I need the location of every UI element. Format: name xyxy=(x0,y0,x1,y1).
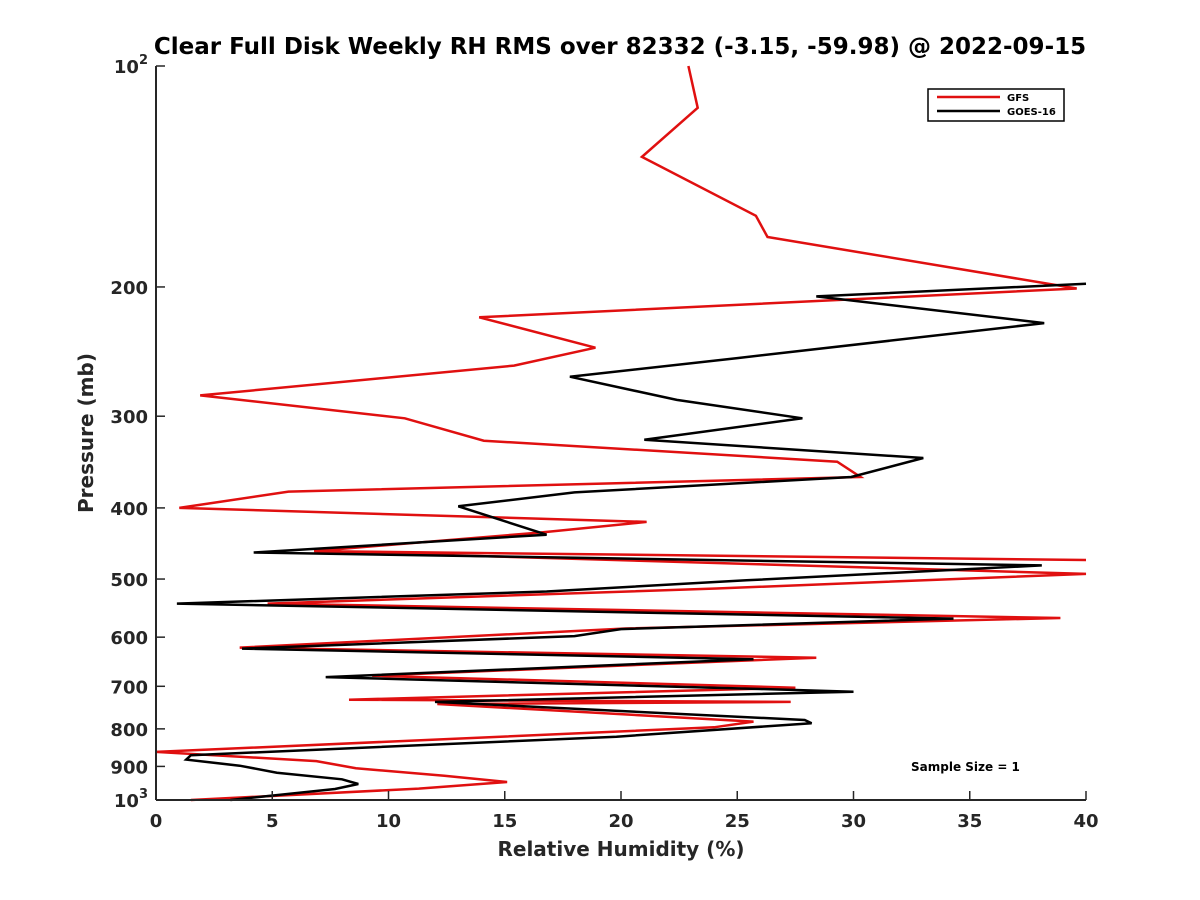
x-tick-label: 40 xyxy=(1073,811,1098,832)
x-tick-label: 20 xyxy=(608,811,633,832)
x-tick-label: 15 xyxy=(492,811,517,832)
y-tick-label: 900 xyxy=(110,757,148,778)
y-tick-label: 103 xyxy=(114,787,148,812)
y-tick-label: 600 xyxy=(110,628,148,649)
series-line-goes16 xyxy=(176,282,1087,802)
x-tick-label: 0 xyxy=(150,811,163,832)
legend-label-goes16: GOES-16 xyxy=(1007,107,1056,118)
x-tick-label: 30 xyxy=(841,811,866,832)
sample-size-annotation: Sample Size = 1 xyxy=(911,760,1020,774)
y-tick-label: 800 xyxy=(110,720,148,741)
plot-area xyxy=(156,66,1086,800)
y-tick-label: 200 xyxy=(110,278,148,299)
y-tick-label: 300 xyxy=(110,407,148,428)
y-tick-label: 500 xyxy=(110,570,148,591)
legend: GFS GOES-16 xyxy=(927,88,1065,122)
chart-title: Clear Full Disk Weekly RH RMS over 82332… xyxy=(154,34,1086,60)
series-layer xyxy=(155,65,1087,802)
series-line-gfs xyxy=(155,65,1087,802)
y-tick-label: 400 xyxy=(110,499,148,520)
plot-background xyxy=(156,66,1086,800)
x-tick-label: 10 xyxy=(376,811,401,832)
x-tick-label: 35 xyxy=(957,811,982,832)
legend-label-gfs: GFS xyxy=(1007,93,1029,104)
legend-box xyxy=(927,88,1065,122)
x-tick-label: 25 xyxy=(725,811,750,832)
y-tick-label: 700 xyxy=(110,677,148,698)
y-tick-label: 102 xyxy=(114,53,148,78)
x-ticks: 0 5 10 15 20 25 30 35 40 xyxy=(150,791,1099,832)
x-tick-label: 5 xyxy=(266,811,279,832)
y-axis-label: Pressure (mb) xyxy=(74,353,98,513)
x-axis-label: Relative Humidity (%) xyxy=(497,837,744,861)
y-ticks: 102 200 300 400 500 600 700 800 900 103 xyxy=(110,53,165,812)
